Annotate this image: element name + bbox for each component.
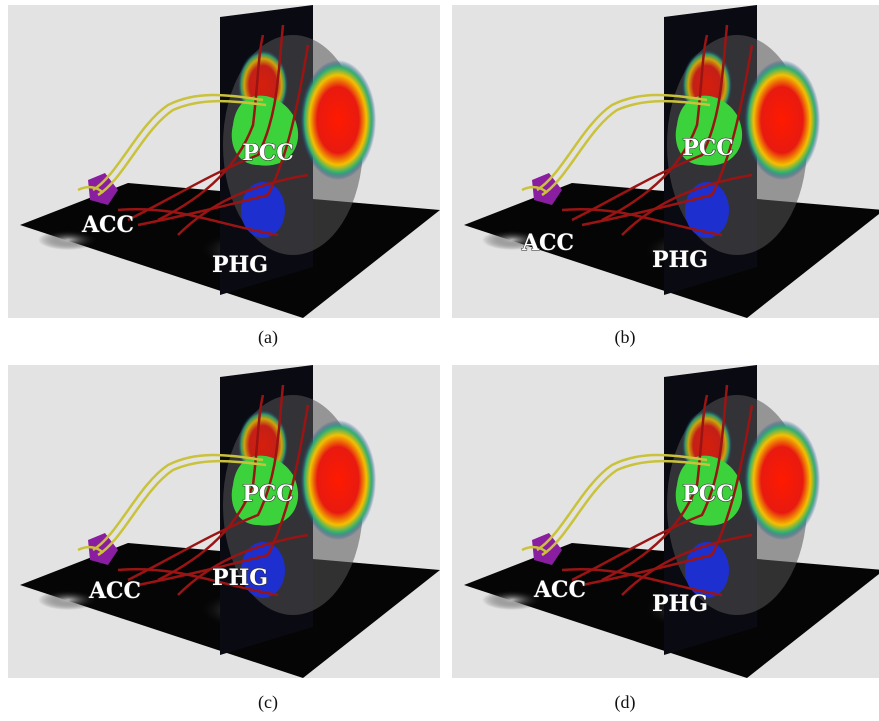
panel: ACC PCC PHG (b) bbox=[452, 5, 879, 348]
panel: ACC PCC PHG (d) bbox=[452, 365, 879, 713]
region-label: PHG bbox=[212, 252, 268, 278]
panel-caption: (c) bbox=[258, 692, 278, 713]
region-label: PCC bbox=[682, 481, 734, 507]
brain-rendering bbox=[452, 365, 879, 678]
region-label: PCC bbox=[682, 135, 734, 161]
panels: ACC PCC PHG (a) ACC PCC PHG (b) ACC PCC PHG (c) ACC P… bbox=[8, 5, 879, 713]
panel: ACC PCC PHG (c) bbox=[8, 365, 440, 713]
region-label: PHG bbox=[212, 565, 268, 591]
region-label: PCC bbox=[242, 140, 294, 166]
region-label: ACC bbox=[521, 230, 574, 256]
brain-rendering bbox=[8, 365, 440, 678]
panel: ACC PCC PHG (a) bbox=[8, 5, 440, 348]
region-label: PHG bbox=[652, 247, 708, 273]
region-label: ACC bbox=[81, 212, 134, 238]
region-label: PCC bbox=[242, 481, 294, 507]
region-label: PHG bbox=[652, 591, 708, 617]
panel-caption: (b) bbox=[615, 327, 636, 348]
figure: ACC PCC PHG (a) ACC PCC PHG (b) ACC PCC PHG (c) ACC P… bbox=[0, 0, 879, 721]
panel-caption: (a) bbox=[258, 327, 278, 348]
region-label: ACC bbox=[533, 577, 586, 603]
region-label: ACC bbox=[88, 578, 141, 604]
panel-caption: (d) bbox=[615, 692, 636, 713]
